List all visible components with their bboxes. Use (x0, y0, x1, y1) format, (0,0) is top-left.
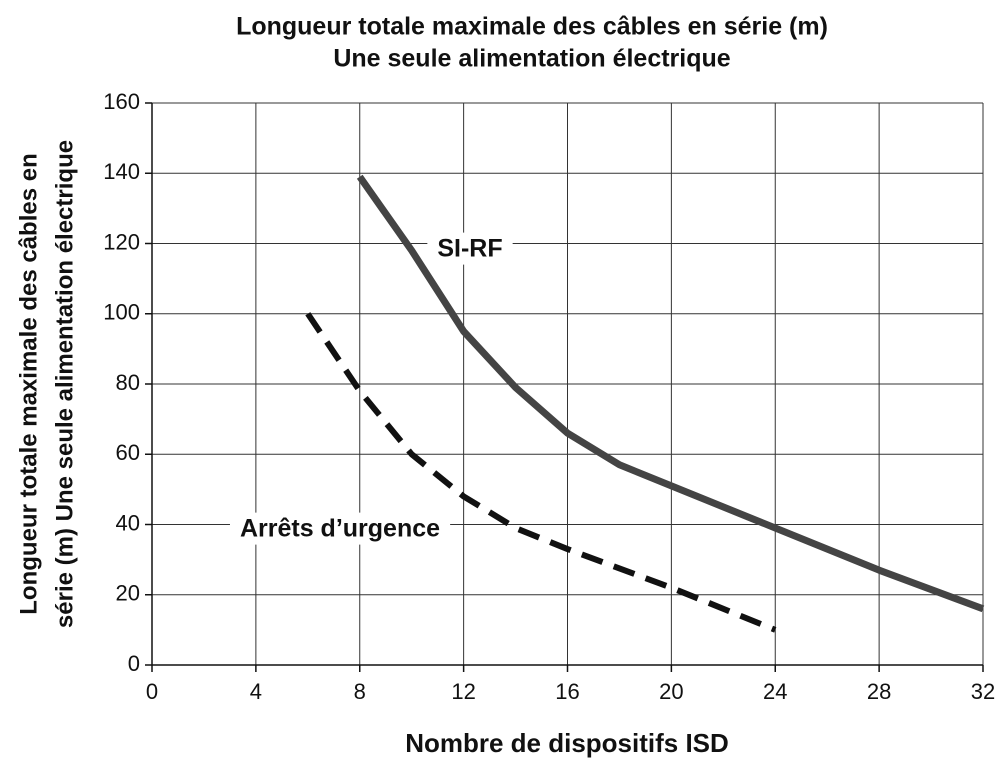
label-background (427, 232, 513, 265)
y-axis-label: Longueur totale maximale des câbles en (15, 153, 42, 614)
legend-label: Arrêts d’urgence (240, 515, 440, 543)
y-tick-label: 20 (116, 581, 140, 606)
x-tick-label: 24 (763, 679, 787, 704)
y-tick-label: 40 (116, 510, 140, 535)
x-axis-label: Nombre de dispositifs ISD (405, 728, 729, 758)
y-tick-label: 140 (103, 159, 140, 184)
y-tick-label: 100 (103, 300, 140, 325)
x-tick-label: 28 (867, 679, 891, 704)
chart-title: Longueur totale maximale des câbles en s… (236, 13, 828, 41)
label-background (229, 512, 451, 545)
x-tick-label: 12 (451, 679, 475, 704)
x-tick-label: 4 (250, 679, 262, 704)
y-tick-label: 0 (128, 651, 140, 676)
series-line (356, 174, 985, 613)
legend-label: SI-RF (437, 235, 502, 263)
x-tick-label: 16 (555, 679, 579, 704)
x-tick-label: 20 (659, 679, 683, 704)
x-tick-label: 32 (971, 679, 995, 704)
x-tick-label: 8 (354, 679, 366, 704)
y-tick-label: 60 (116, 440, 140, 465)
series-line (305, 312, 777, 633)
x-tick-label: 0 (146, 679, 158, 704)
y-tick-label: 120 (103, 229, 140, 254)
y-tick-label: 80 (116, 370, 140, 395)
chart-title: Une seule alimentation électrique (333, 45, 730, 73)
y-tick-label: 160 (103, 89, 140, 114)
y-axis-label: série (m) Une seule alimentation électri… (51, 140, 78, 628)
